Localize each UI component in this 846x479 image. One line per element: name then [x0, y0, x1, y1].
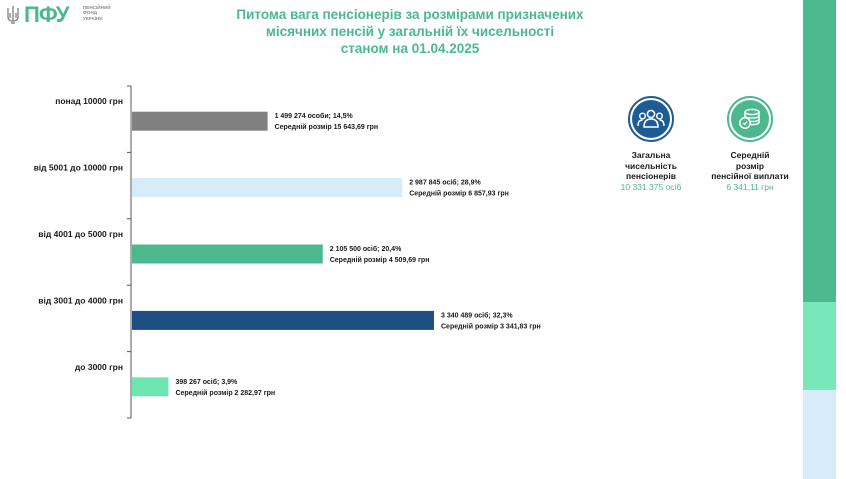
stat-total-value: 10 331 375 осіб — [620, 181, 682, 192]
bar — [132, 377, 169, 397]
data-label: 398 267 осіб; 3,9% — [175, 378, 238, 386]
chart-title: Питома вага пенсіонерів за розмірами при… — [180, 6, 640, 57]
category-label: від 3001 до 4000 грн — [38, 295, 123, 305]
data-label: 1 499 274 особи; 14,5% — [275, 112, 354, 120]
category-label: від 4001 до 5000 грн — [38, 229, 123, 239]
data-label: 2 987 845 осіб; 28,9% — [409, 179, 481, 187]
category-label: понад 10000 грн — [55, 96, 123, 106]
strip-segment — [803, 390, 836, 479]
bar — [132, 178, 403, 198]
pfu-logo: ПФУ ПЕНСІЙНИЙ ФОНД УКРАЇНИ — [6, 2, 111, 29]
chart-title-line: місячних пенсій у загальній їх чисельнос… — [265, 24, 555, 39]
data-label: 2 105 500 осіб; 20,4% — [330, 245, 402, 253]
stat-total-label: Загальна чисельність пенсіонерів — [596, 150, 706, 182]
stat-total-circle — [628, 96, 674, 142]
category-label: від 5001 до 10000 грн — [34, 163, 123, 173]
bar-chart: понад 10000 грн 1 499 274 особи; 14,5% Сер… — [34, 85, 541, 419]
people-icon — [637, 109, 665, 128]
stat-label-line: пенсійної виплати — [711, 171, 789, 181]
stat-label-line: чисельність — [625, 160, 677, 171]
logo-subtitle: ПЕНСІЙНИЙ ФОНД УКРАЇНИ — [83, 5, 111, 21]
stat-total-pensioners: Загальна чисельність пенсіонерів 10 331 … — [596, 96, 706, 192]
trident-icon — [7, 6, 19, 24]
stat-average-pension: Середній розмір пенсійної виплати 6 341,… — [695, 96, 805, 192]
side-color-strip — [803, 0, 836, 479]
bar — [132, 111, 268, 131]
data-label-average: Середній розмір 3 341,83 грн — [441, 322, 541, 330]
data-label-average: Середній розмір 15 643,69 грн — [275, 123, 379, 131]
data-label-average: Середній розмір 4 509,69 грн — [330, 256, 430, 264]
stat-label-line: Середній — [730, 150, 770, 160]
logo-subtitle-line: УКРАЇНИ — [83, 15, 103, 21]
logo-subtitle-line: ПЕНСІЙНИЙ — [83, 5, 111, 10]
chart-title-line: станом на 01.04.2025 — [340, 41, 480, 56]
logo-subtitle-line: ФОНД — [83, 10, 98, 16]
stat-average-label: Середній розмір пенсійної виплати — [695, 150, 805, 182]
data-label: 3 340 489 осіб; 32,3% — [441, 311, 513, 319]
logo-text: ПФУ — [24, 2, 69, 27]
stat-average-value: 6 341,11 грн — [726, 181, 774, 192]
coins-icon — [739, 108, 760, 129]
stat-label-line: Загальна — [631, 150, 671, 160]
chart-title-line: Питома вага пенсіонерів за розмірами при… — [236, 7, 584, 22]
stat-label-line: пенсіонерів — [626, 171, 676, 181]
bar — [132, 244, 323, 264]
stat-label-line: розмір — [735, 160, 765, 171]
data-label-average: Середній розмір 2 282,97 грн — [175, 389, 275, 397]
bar — [132, 310, 435, 330]
data-label-average: Середній розмір 6 857,93 грн — [409, 190, 509, 198]
strip-segment — [803, 302, 836, 390]
category-label: до 3000 грн — [75, 362, 123, 372]
strip-segment — [803, 0, 836, 302]
stat-average-circle — [727, 96, 773, 142]
